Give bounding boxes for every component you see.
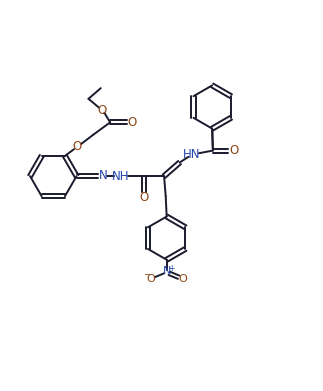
Text: −: − [142,269,150,278]
Text: O: O [128,116,137,129]
Text: NH: NH [112,170,130,183]
Text: N: N [99,169,108,182]
Text: O: O [140,191,149,204]
Text: O: O [229,144,238,157]
Text: O: O [178,274,187,284]
Text: O: O [98,104,107,117]
Text: HN: HN [183,148,201,161]
Text: +: + [168,264,174,273]
Text: O: O [73,140,82,153]
Text: O: O [146,274,155,284]
Text: N: N [163,266,172,276]
